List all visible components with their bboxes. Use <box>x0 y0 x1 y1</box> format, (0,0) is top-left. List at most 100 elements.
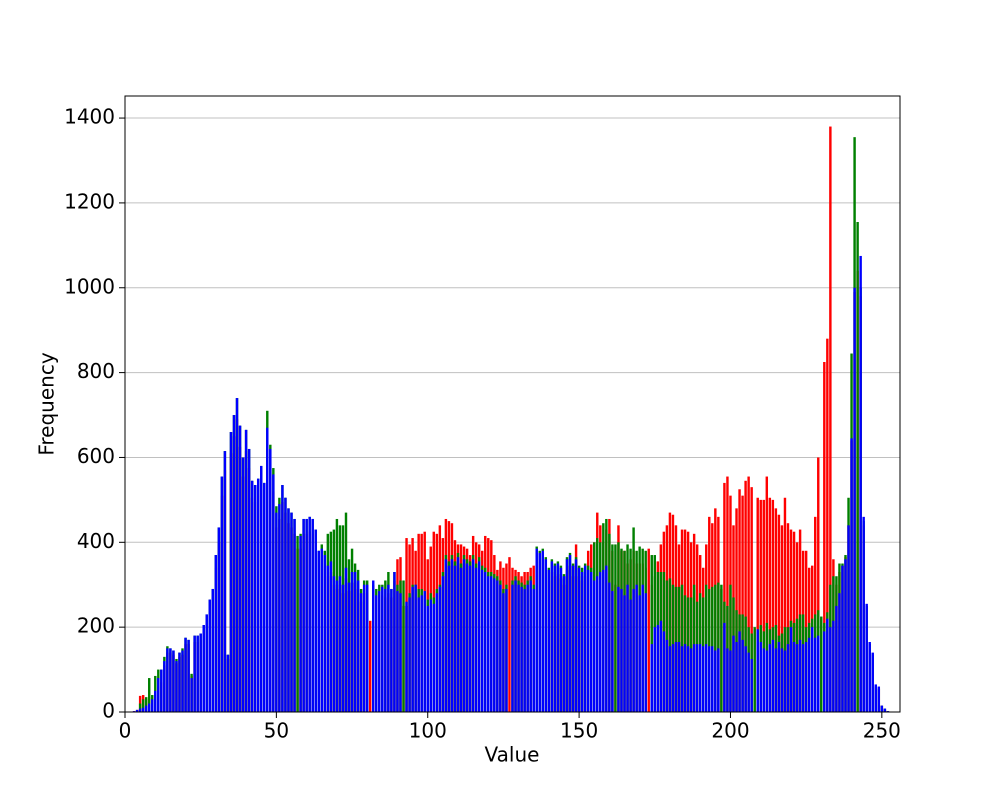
bar <box>272 474 275 712</box>
bar <box>244 429 248 712</box>
bar <box>862 516 865 712</box>
x-axis-label: Value <box>485 743 540 767</box>
bar <box>281 485 284 712</box>
bar <box>538 552 541 712</box>
bar <box>705 644 708 712</box>
bar <box>877 686 881 712</box>
bar <box>593 580 596 712</box>
bar <box>356 580 360 712</box>
bar <box>193 635 196 712</box>
bar <box>838 593 841 712</box>
bar <box>456 557 460 712</box>
bar <box>747 652 750 712</box>
bar <box>880 705 884 712</box>
bar <box>532 588 535 712</box>
bar <box>620 588 623 712</box>
bar <box>677 642 681 712</box>
x-tick-label: 100 <box>409 719 447 743</box>
bar <box>650 555 653 712</box>
bar <box>511 584 514 712</box>
bar <box>750 487 753 712</box>
bar <box>235 398 239 712</box>
bar <box>756 497 759 712</box>
bar <box>835 605 838 712</box>
bar <box>756 629 759 712</box>
bar <box>447 565 451 712</box>
bar <box>217 527 221 712</box>
bar <box>487 576 490 712</box>
bar <box>810 627 814 712</box>
bar <box>632 588 635 712</box>
bar <box>453 565 457 712</box>
bar <box>768 644 772 712</box>
bar <box>665 639 669 712</box>
bar <box>859 255 862 712</box>
bar <box>169 648 172 712</box>
bar <box>671 644 675 712</box>
x-tick-label: 0 <box>119 719 132 743</box>
bar <box>635 584 638 712</box>
bar <box>792 642 796 712</box>
bar <box>807 637 811 712</box>
bar <box>638 595 641 712</box>
bar <box>644 593 647 712</box>
bar <box>393 572 396 712</box>
bar <box>829 627 832 712</box>
bar <box>429 599 432 712</box>
bar <box>229 432 233 712</box>
bar <box>723 482 726 712</box>
bar <box>683 644 687 712</box>
bar <box>795 644 799 712</box>
bar <box>695 644 699 712</box>
bar <box>396 591 399 712</box>
y-tick-label: 0 <box>102 699 115 723</box>
bar <box>384 588 387 712</box>
bar <box>151 699 154 712</box>
bar <box>747 476 750 712</box>
bar <box>738 489 741 712</box>
bar <box>844 559 847 712</box>
bar <box>465 563 469 712</box>
bar <box>774 648 778 712</box>
bar <box>698 644 702 712</box>
bar <box>653 627 656 712</box>
bar <box>426 605 429 712</box>
bar <box>178 652 181 712</box>
bar <box>387 584 390 712</box>
bar <box>138 703 142 712</box>
bar <box>668 646 672 712</box>
x-tick-label: 150 <box>560 719 598 743</box>
bar <box>883 708 887 712</box>
bar <box>353 572 357 712</box>
bar <box>135 709 139 712</box>
bar <box>299 535 302 712</box>
bar <box>744 646 747 712</box>
bar <box>789 627 793 712</box>
bar <box>732 635 735 712</box>
bar <box>871 652 874 712</box>
bar <box>729 584 732 712</box>
bar <box>317 550 320 712</box>
bar <box>372 580 375 712</box>
bar <box>338 576 342 712</box>
bar <box>529 580 532 712</box>
bar <box>484 572 487 712</box>
bar <box>829 126 832 712</box>
bar <box>777 514 781 712</box>
bar <box>344 567 348 712</box>
bar <box>804 642 808 712</box>
bar <box>499 584 502 712</box>
bar <box>444 559 448 712</box>
bar <box>774 508 778 712</box>
bar <box>278 504 281 712</box>
bar <box>614 544 617 712</box>
bar <box>714 650 717 712</box>
bar <box>141 699 145 712</box>
bar <box>141 707 145 712</box>
bar <box>420 595 423 712</box>
bar <box>305 518 308 712</box>
bar <box>196 635 199 712</box>
bar <box>423 591 426 712</box>
bar <box>432 603 435 712</box>
bar <box>708 646 711 712</box>
